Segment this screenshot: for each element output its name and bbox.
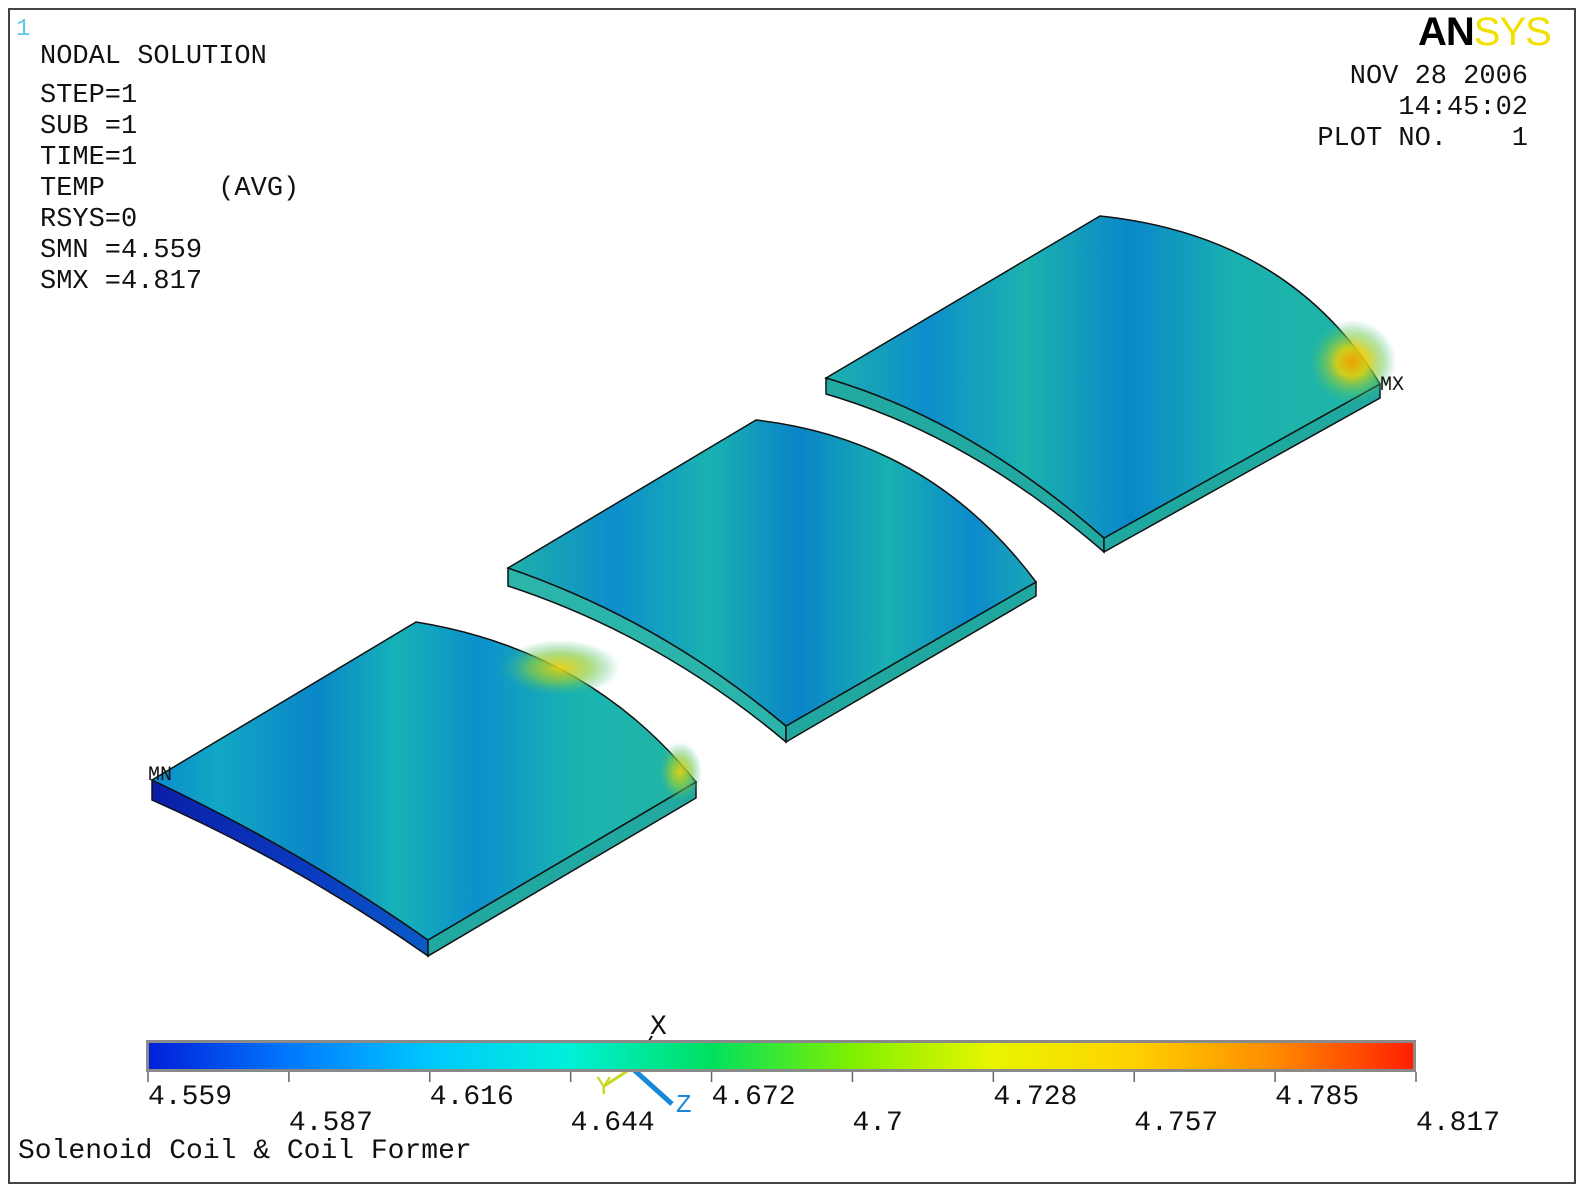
coil-plate-2: [506, 419, 1038, 744]
contour-legend-bar: [146, 1040, 1416, 1072]
triad-x-label: X: [650, 1012, 667, 1043]
min-marker: MN: [148, 764, 172, 787]
info-line-smx: SMX =4.817: [40, 267, 203, 297]
info-line-step: STEP=1: [40, 81, 138, 111]
plate-3-hot-spot: [1308, 320, 1396, 404]
stamp-plot-no: PLOT NO. 1: [1317, 124, 1528, 154]
plate-1-hot-spot: [500, 640, 620, 696]
plot-title: Solenoid Coil & Coil Former: [18, 1136, 472, 1167]
triad-z-label: Z: [676, 1090, 692, 1120]
coil-plate-1: [150, 621, 702, 958]
coordinate-triad: X Y Z: [596, 1012, 692, 1120]
logo-an: AN: [1418, 10, 1475, 54]
window-number: 1: [16, 16, 31, 43]
info-line-smn: SMN =4.559: [40, 236, 203, 266]
info-line-temp: TEMP (AVG): [40, 174, 300, 204]
stamp-date: NOV 28 2006: [1349, 62, 1528, 92]
info-line-sub: SUB =1: [40, 112, 138, 142]
plate-2-top: [506, 419, 1038, 727]
ansys-logo: ANSYS: [1418, 10, 1552, 54]
info-line-rsys: RSYS=0: [40, 205, 138, 235]
solution-info: NODAL SOLUTION STEP=1 SUB =1 TIME=1 TEMP…: [40, 44, 299, 300]
plot-stamp: NOV 28 2006 14:45:02 PLOT NO. 1: [1317, 64, 1528, 157]
triad-y-label: Y: [596, 1072, 612, 1102]
plate-1-hot-edge: [658, 742, 702, 802]
triad-z-axis: [630, 1066, 674, 1106]
info-line-time: TIME=1: [40, 143, 138, 173]
logo-sys: SYS: [1473, 10, 1552, 54]
info-line-title: NODAL SOLUTION: [40, 42, 267, 72]
coil-plate-3: [824, 215, 1396, 554]
stamp-time: 14:45:02: [1398, 93, 1528, 123]
max-marker: MX: [1380, 374, 1404, 397]
